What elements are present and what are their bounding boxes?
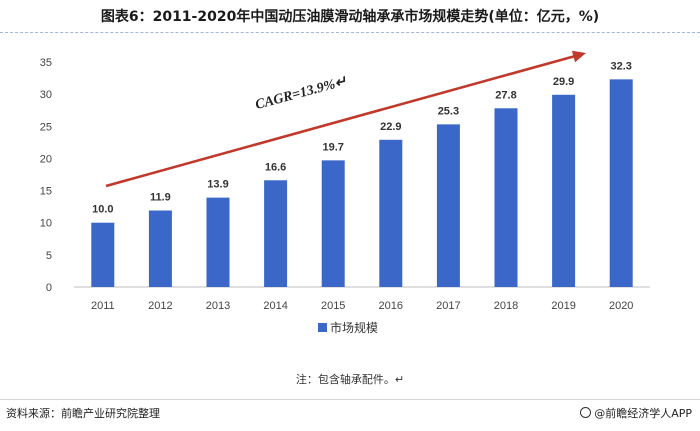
x-tick-label: 2019 (551, 300, 575, 312)
bar (148, 210, 172, 287)
bar (609, 79, 633, 287)
cagr-annotation: CAGR=13.9%↵ (254, 74, 349, 113)
brand-logo-icon (580, 407, 592, 418)
x-tick-label: 2014 (263, 300, 287, 312)
brand-label: @前瞻经济学人APP (580, 405, 692, 421)
y-tick-label: 20 (40, 153, 52, 165)
x-tick-label: 2017 (436, 300, 460, 312)
bar (494, 108, 518, 288)
bar (206, 197, 230, 287)
y-tick-label: 25 (40, 121, 52, 133)
x-tick-label: 2018 (494, 300, 518, 312)
bar (321, 160, 345, 287)
title-divider (0, 32, 700, 33)
bar (552, 94, 576, 288)
brand-text: @前瞻经济学人APP (594, 407, 692, 420)
chart-title: 图表6：2011-2020年中国动压油膜滑动轴承承市场规模走势(单位：亿元，%) (100, 9, 600, 25)
bar (91, 222, 115, 287)
data-label: 19.7 (322, 141, 343, 153)
data-label: 32.3 (610, 60, 631, 72)
data-label: 16.6 (265, 161, 286, 173)
trend-arrow-line (105, 53, 579, 188)
chart-note: 注：包含轴承配件。↵ (296, 372, 404, 386)
source-note: 资料来源：前瞻产业研究院整理 (6, 407, 160, 420)
footer-divider (0, 399, 700, 400)
bar (379, 139, 403, 287)
x-tick-label: 2012 (148, 300, 172, 312)
x-tick-label: 2020 (609, 300, 633, 312)
y-tick-label: 15 (40, 186, 52, 198)
bar (264, 180, 288, 287)
data-label: 10.0 (92, 204, 113, 216)
x-tick-label: 2016 (379, 300, 403, 312)
trend-arrow-head (571, 50, 586, 63)
data-label: 27.8 (495, 89, 516, 101)
x-tick-label: 2011 (91, 300, 115, 312)
bar-chart: 0 5 10 15 20 25 30 35 10.0 2011 11.9 2012 13.9 2013 16… (40, 50, 650, 386)
bar (436, 124, 460, 287)
data-label: 25.3 (438, 105, 459, 117)
y-tick-label: 30 (40, 89, 52, 101)
y-tick-label: 10 (40, 218, 52, 230)
y-tick-label: 35 (40, 57, 52, 69)
legend-label: 市场规模 (330, 320, 378, 335)
x-tick-label: 2015 (321, 300, 345, 312)
y-tick-label: 5 (46, 250, 52, 262)
data-label: 13.9 (207, 179, 228, 191)
legend-swatch (318, 323, 327, 332)
x-tick-label: 2013 (206, 300, 230, 312)
data-label: 29.9 (553, 76, 574, 88)
y-tick-label: 0 (46, 282, 52, 294)
data-label: 22.9 (380, 121, 401, 133)
data-label: 11.9 (150, 192, 171, 204)
